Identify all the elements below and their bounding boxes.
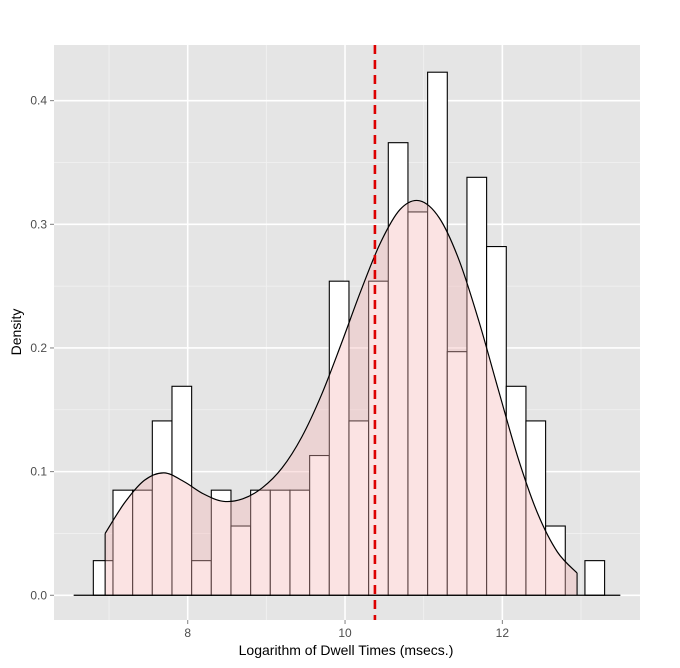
x-tick-label: 10 [338, 626, 352, 640]
x-axis: 8 10 12 [184, 620, 509, 640]
x-tick-label: 8 [184, 626, 191, 640]
y-tick-label: 0.2 [30, 341, 47, 355]
x-axis-title: Logarithm of Dwell Times (msecs.) [239, 642, 454, 658]
y-axis: 0.0 0.1 0.2 0.3 0.4 [30, 94, 54, 602]
y-tick-label: 0.3 [30, 217, 47, 231]
density-curve [104, 199, 578, 574]
histogram-bar [584, 560, 606, 596]
y-tick-label: 0.1 [30, 465, 47, 479]
density-curve-layer [104, 199, 578, 596]
histogram-bars [92, 71, 606, 596]
y-tick-label: 0.0 [30, 588, 47, 602]
y-tick-label: 0.4 [30, 94, 47, 108]
density-area [105, 200, 578, 596]
x-tick-label: 12 [496, 626, 510, 640]
y-axis-title: Density [8, 309, 24, 356]
